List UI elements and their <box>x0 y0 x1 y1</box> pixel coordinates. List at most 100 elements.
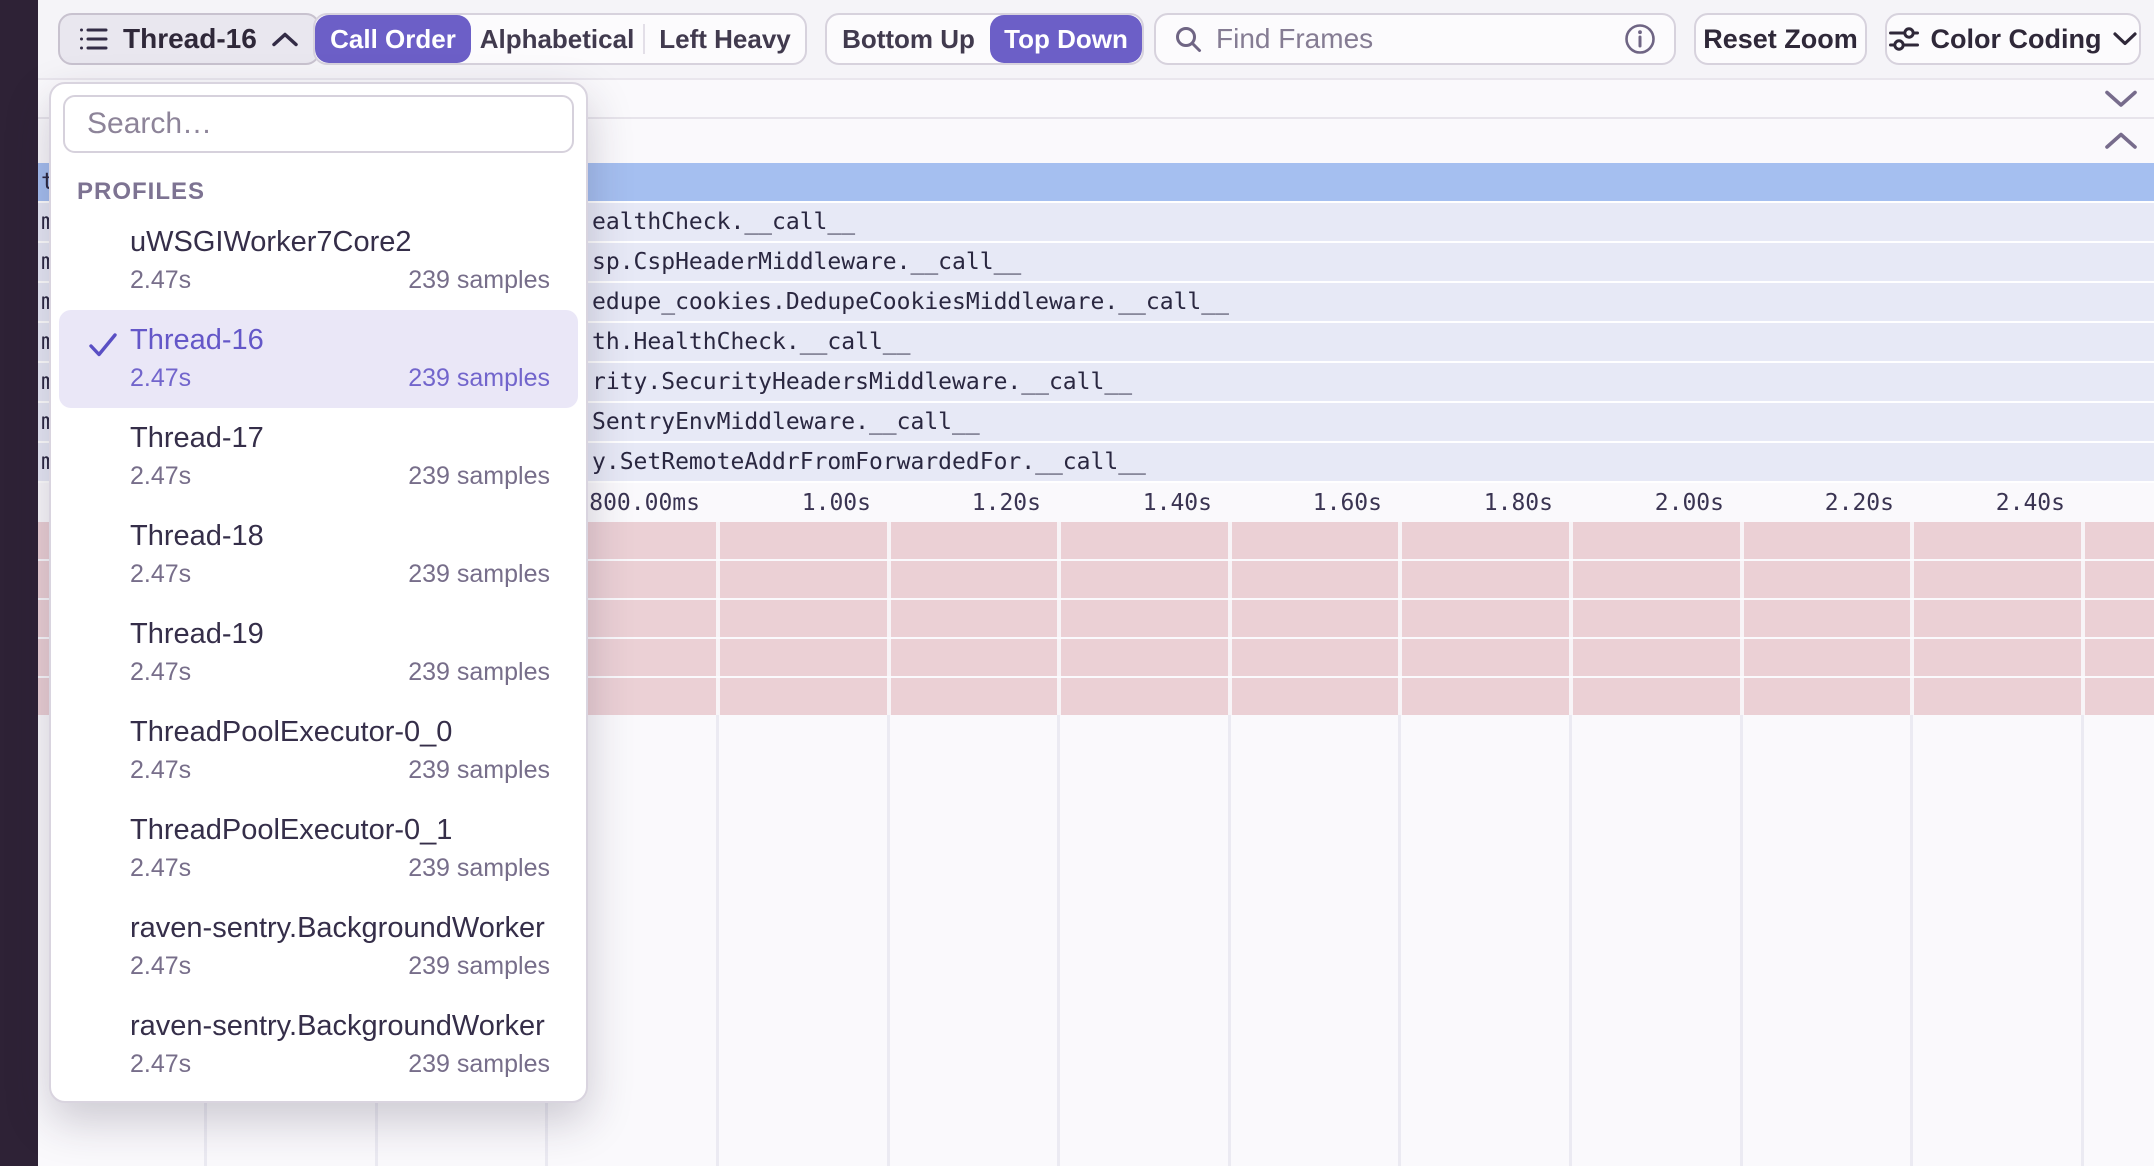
info-icon[interactable] <box>1624 23 1656 55</box>
profile-sample-count: 239 samples <box>408 266 550 295</box>
list-icon <box>80 26 108 52</box>
direction-option-bottom-up[interactable]: Bottom Up <box>827 15 990 63</box>
profile-item[interactable]: uWSGIWorker7Core2 2.47s 239 samples <box>59 212 578 310</box>
gridline <box>1398 522 1402 715</box>
color-coding-button[interactable]: Color Coding <box>1885 13 2141 65</box>
find-frames-input[interactable] <box>1216 23 1610 55</box>
color-coding-label: Color Coding <box>1931 24 2102 55</box>
chevron-up-icon <box>272 32 298 47</box>
profile-sample-count: 239 samples <box>408 462 550 491</box>
chevron-down-icon[interactable] <box>2104 89 2138 108</box>
profile-sample-count: 239 samples <box>408 952 550 981</box>
profile-duration: 2.47s <box>130 952 191 981</box>
sliders-icon <box>1889 25 1919 53</box>
profile-duration: 2.47s <box>130 1050 191 1079</box>
profile-item[interactable]: raven-sentry.BackgroundWorker 2.47s 239 sa… <box>59 898 578 996</box>
profile-name: Thread-17 <box>130 423 550 455</box>
chevron-up-icon[interactable] <box>2104 132 2138 151</box>
find-frames-searchbox <box>1154 13 1676 65</box>
gridline <box>1569 522 1573 715</box>
profile-meta: 2.47s 239 samples <box>130 1050 550 1079</box>
profile-sample-count: 239 samples <box>408 756 550 785</box>
frame-label: y.SetRemoteAddrFromForwardedFor.__call__ <box>592 449 1146 475</box>
profile-sample-count: 239 samples <box>408 560 550 589</box>
left-rail <box>0 0 38 1166</box>
reset-zoom-label: Reset Zoom <box>1703 24 1858 55</box>
profile-duration: 2.47s <box>130 364 191 393</box>
profile-duration: 2.47s <box>130 560 191 589</box>
gridline <box>1910 715 1913 1166</box>
profile-name: raven-sentry.BackgroundWorker <box>130 1011 550 1043</box>
frame-label: SentryEnvMiddleware.__call__ <box>592 409 980 435</box>
frame-label: ealthCheck.__call__ <box>592 209 855 235</box>
profile-meta: 2.47s 239 samples <box>130 952 550 981</box>
gridline <box>887 522 891 715</box>
gridline <box>716 522 720 715</box>
gridline <box>1057 522 1061 715</box>
profile-duration: 2.47s <box>130 854 191 883</box>
sort-option-left-heavy[interactable]: Left Heavy <box>645 15 805 63</box>
chevron-down-icon <box>2113 32 2137 46</box>
direction-segmented-control: Bottom Up Top Down <box>825 13 1144 65</box>
profile-name: Thread-19 <box>130 619 550 651</box>
thread-selector-button[interactable]: Thread-16 <box>58 13 320 65</box>
profile-duration: 2.47s <box>130 756 191 785</box>
gridline <box>2081 522 2085 715</box>
frame-label: th.HealthCheck.__call__ <box>592 329 911 355</box>
profile-name: uWSGIWorker7Core2 <box>130 227 550 259</box>
profile-name: ThreadPoolExecutor-0_0 <box>130 717 550 749</box>
thread-dropdown-panel: PROFILES uWSGIWorker7Core2 2.47s 239 sampl… <box>49 82 588 1103</box>
profile-name: Thread-16 <box>130 325 550 357</box>
dropdown-search-input[interactable] <box>63 95 574 153</box>
profile-item[interactable]: Thread-19 2.47s 239 samples <box>59 604 578 702</box>
search-icon <box>1174 25 1202 53</box>
profile-meta: 2.47s 239 samples <box>130 658 550 687</box>
profile-sample-count: 239 samples <box>408 854 550 883</box>
profile-item[interactable]: Thread-18 2.47s 239 samples <box>59 506 578 604</box>
profile-meta: 2.47s 239 samples <box>130 560 550 589</box>
gridline <box>1740 715 1743 1166</box>
frame-label: edupe_cookies.DedupeCookiesMiddleware.__… <box>592 289 1229 315</box>
gridline <box>1057 715 1060 1166</box>
profile-sample-count: 239 samples <box>408 658 550 687</box>
gridline <box>1740 522 1744 715</box>
profile-duration: 2.47s <box>130 658 191 687</box>
profiler-app: Thread-16 Call Order Alphabetical Left H… <box>0 0 2154 1166</box>
gridline <box>1569 715 1572 1166</box>
profile-duration: 2.47s <box>130 462 191 491</box>
profile-meta: 2.47s 239 samples <box>130 462 550 491</box>
sort-option-alphabetical[interactable]: Alphabetical <box>471 15 643 63</box>
frame-label: sp.CspHeaderMiddleware.__call__ <box>592 249 1021 275</box>
profile-item[interactable]: ThreadPoolExecutor-0_1 2.47s 239 samples <box>59 800 578 898</box>
profile-meta: 2.47s 239 samples <box>130 266 550 295</box>
profile-duration: 2.47s <box>130 266 191 295</box>
toolbar: Thread-16 Call Order Alphabetical Left H… <box>38 0 2154 80</box>
check-icon <box>88 332 118 358</box>
profile-sample-count: 239 samples <box>408 364 550 393</box>
direction-option-top-down[interactable]: Top Down <box>990 15 1142 63</box>
profile-item[interactable]: Thread-17 2.47s 239 samples <box>59 408 578 506</box>
gridline <box>1910 522 1914 715</box>
axis-tick-label: 2.40s <box>1821 490 2065 516</box>
profiles-section-label: PROFILES <box>77 178 205 206</box>
sort-option-call-order[interactable]: Call Order <box>315 15 471 63</box>
profile-name: ThreadPoolExecutor-0_1 <box>130 815 550 847</box>
profile-meta: 2.47s 239 samples <box>130 756 550 785</box>
profile-sample-count: 239 samples <box>408 1050 550 1079</box>
sort-segmented-control: Call Order Alphabetical Left Heavy <box>313 13 807 65</box>
profile-meta: 2.47s 239 samples <box>130 364 550 393</box>
gridline <box>1228 715 1231 1166</box>
reset-zoom-button[interactable]: Reset Zoom <box>1694 13 1867 65</box>
profile-name: raven-sentry.BackgroundWorker <box>130 913 550 945</box>
gridline <box>1228 522 1232 715</box>
profile-item[interactable]: raven-sentry.BackgroundWorker 2.47s 239 sa… <box>59 996 578 1094</box>
gridline <box>2081 715 2084 1166</box>
thread-selector-label: Thread-16 <box>123 23 257 55</box>
profile-name: Thread-18 <box>130 521 550 553</box>
profile-item-selected[interactable]: Thread-16 2.47s 239 samples <box>59 310 578 408</box>
profiles-list: uWSGIWorker7Core22.47s239 samplesThread-… <box>51 212 586 1094</box>
gridline <box>887 715 890 1166</box>
gridline <box>1398 715 1401 1166</box>
profile-item[interactable]: ThreadPoolExecutor-0_0 2.47s 239 samples <box>59 702 578 800</box>
gridline <box>716 715 719 1166</box>
